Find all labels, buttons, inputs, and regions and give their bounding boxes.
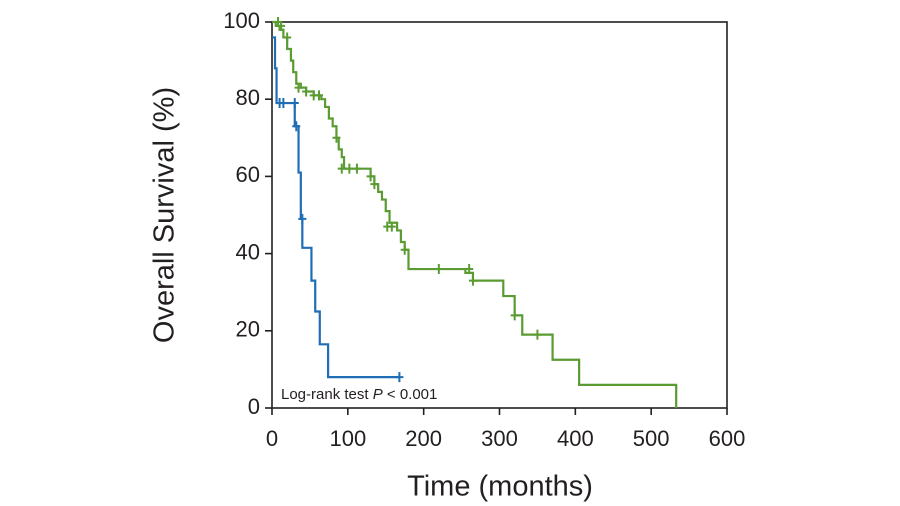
- y-axis-title: Overall Survival (%): [149, 87, 181, 343]
- annotation-p: P: [373, 386, 383, 403]
- y-tick-label: 60: [236, 162, 260, 187]
- survival-curve: [272, 36, 400, 379]
- x-tick-label: 600: [709, 426, 746, 451]
- censor-mark: [283, 32, 292, 43]
- censor-mark: [533, 329, 542, 340]
- censor-mark: [387, 221, 396, 232]
- y-tick-label: 100: [223, 8, 260, 33]
- x-tick-label: 500: [633, 426, 670, 451]
- censor-mark: [332, 132, 341, 143]
- censor-mark: [298, 213, 307, 224]
- x-axis-title: Time (months): [407, 471, 593, 503]
- y-tick-label: 0: [248, 394, 260, 419]
- annotation-text: Log-rank test: [281, 386, 373, 403]
- censor-mark: [302, 86, 311, 97]
- censor-mark: [510, 310, 519, 321]
- censor-mark: [337, 163, 346, 174]
- y-tick-label: 80: [236, 85, 260, 110]
- censor-mark: [290, 98, 299, 109]
- x-tick-label: 200: [405, 426, 442, 451]
- x-tick-label: 300: [481, 426, 518, 451]
- annotation-text: < 0.001: [383, 386, 438, 403]
- censor-mark: [292, 121, 301, 132]
- x-tick-label: 0: [266, 426, 278, 451]
- y-tick-label: 20: [236, 317, 260, 342]
- censor-mark: [366, 171, 375, 182]
- censor-mark: [434, 264, 443, 275]
- censor-mark: [279, 98, 288, 109]
- censor-mark: [370, 179, 379, 190]
- censor-mark: [294, 82, 303, 93]
- censor-mark: [465, 264, 474, 275]
- censor-mark: [345, 163, 354, 174]
- censor-mark: [468, 275, 477, 286]
- censor-mark: [277, 20, 286, 31]
- censor-mark: [400, 244, 409, 255]
- censor-mark: [352, 163, 361, 174]
- y-tick-label: 40: [236, 239, 260, 264]
- censor-mark: [315, 90, 324, 101]
- x-tick-label: 400: [557, 426, 594, 451]
- censor-mark: [395, 372, 404, 383]
- survival-curve: [272, 20, 678, 408]
- annotation: Log-rank test P < 0.001: [281, 386, 437, 403]
- x-tick-label: 100: [329, 426, 366, 451]
- plot-frame: [271, 21, 728, 409]
